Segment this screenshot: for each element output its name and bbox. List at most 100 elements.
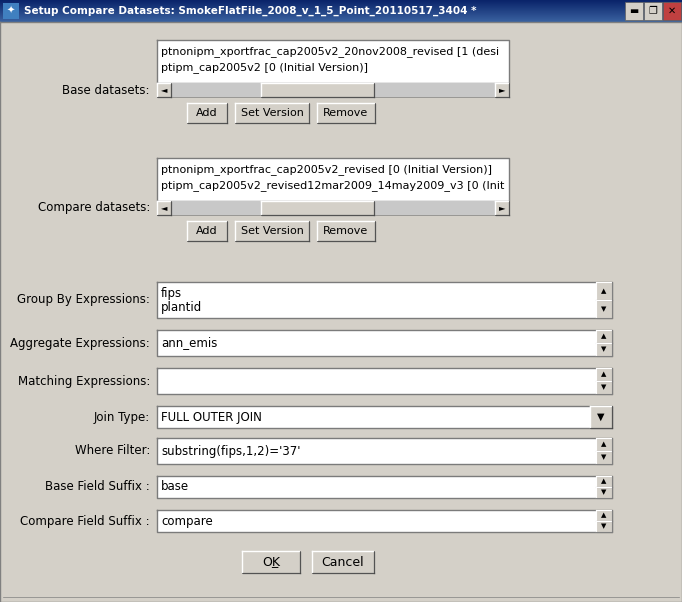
Bar (317, 103, 375, 123)
Text: ▼: ▼ (602, 347, 607, 353)
Bar (596, 521, 612, 532)
Text: fips: fips (161, 287, 182, 300)
Text: Set Version: Set Version (241, 226, 303, 236)
Text: Join Type:: Join Type: (93, 411, 150, 423)
Bar (0, 14, 682, 15)
Bar (596, 330, 612, 343)
Bar (157, 476, 612, 498)
Bar (171, 201, 495, 215)
Text: ptnonipm_xportfrac_cap2005v2_20nov2008_revised [1 (desi: ptnonipm_xportfrac_cap2005v2_20nov2008_r… (161, 46, 499, 57)
Text: ptnonipm_xportfrac_cap2005v2_revised [0 (Initial Version)]: ptnonipm_xportfrac_cap2005v2_revised [0 … (161, 164, 492, 175)
Bar (663, 2, 681, 20)
Bar (157, 510, 612, 532)
Text: base: base (161, 480, 189, 494)
Text: OK: OK (262, 556, 280, 568)
Bar (0, 12, 682, 13)
Text: Remove: Remove (323, 226, 369, 236)
Bar (157, 406, 612, 428)
Text: ▬: ▬ (629, 6, 638, 16)
Bar (495, 201, 509, 215)
Text: ▲: ▲ (602, 288, 607, 294)
Text: Set Version: Set Version (241, 108, 303, 118)
Bar (157, 83, 171, 97)
Bar (596, 451, 612, 464)
Text: ▲: ▲ (602, 479, 607, 485)
Text: ▲: ▲ (602, 512, 607, 518)
Text: Where Filter:: Where Filter: (74, 444, 150, 458)
Text: Add: Add (196, 108, 218, 118)
Bar (596, 381, 612, 394)
Bar (157, 158, 509, 201)
Text: ann_emis: ann_emis (161, 337, 218, 350)
Bar (0, 13, 682, 14)
Bar (596, 510, 612, 521)
Text: ▲: ▲ (602, 371, 607, 377)
Bar (187, 221, 227, 241)
Text: ▼: ▼ (602, 385, 607, 391)
Bar (596, 438, 612, 451)
Text: ▼: ▼ (602, 306, 607, 312)
Bar (0, 11, 682, 12)
Text: ❐: ❐ (649, 6, 657, 16)
Bar (0, 1, 682, 2)
Bar (0, 3, 682, 4)
Text: Remove: Remove (323, 108, 369, 118)
Bar (0, 5, 682, 6)
Text: Add: Add (196, 226, 218, 236)
Text: compare: compare (161, 515, 213, 527)
Text: ▼: ▼ (602, 524, 607, 530)
Bar (0, 18, 682, 19)
Text: ▲: ▲ (602, 334, 607, 340)
Bar (596, 300, 612, 318)
Bar (157, 330, 612, 356)
Bar (261, 201, 374, 215)
Text: Group By Expressions:: Group By Expressions: (17, 294, 150, 306)
Text: Compare Field Suffix :: Compare Field Suffix : (20, 515, 150, 527)
Bar (0, 19, 682, 20)
Bar (242, 551, 300, 573)
Bar (0, 21, 682, 22)
Bar (0, 2, 682, 3)
Bar (157, 83, 509, 97)
Text: ◄: ◄ (161, 203, 167, 213)
Text: ✦: ✦ (7, 6, 15, 16)
Bar (157, 201, 171, 215)
Bar (596, 343, 612, 356)
Bar (0, 7, 682, 8)
Bar (157, 282, 612, 318)
Bar (157, 201, 509, 215)
Bar (625, 2, 643, 20)
Bar (187, 103, 227, 123)
Bar (596, 282, 612, 300)
Bar (261, 83, 374, 97)
Bar (0, 16, 682, 17)
Text: ▼: ▼ (602, 489, 607, 495)
Bar (317, 221, 375, 241)
Text: Matching Expressions:: Matching Expressions: (18, 374, 150, 388)
Text: ✕: ✕ (668, 6, 676, 16)
Bar (0, 20, 682, 21)
Bar (157, 40, 509, 83)
Text: FULL OUTER JOIN: FULL OUTER JOIN (161, 411, 262, 423)
Bar (0, 15, 682, 16)
Bar (312, 551, 374, 573)
Bar (0, 17, 682, 18)
Text: Base datasets:: Base datasets: (63, 84, 150, 96)
Bar (596, 476, 612, 487)
Bar (235, 103, 309, 123)
Bar (0, 4, 682, 5)
Text: Aggregate Expressions:: Aggregate Expressions: (10, 337, 150, 350)
Bar (171, 83, 495, 97)
Bar (590, 406, 612, 428)
Bar (0, 6, 682, 7)
Bar (157, 438, 612, 464)
Text: Compare datasets:: Compare datasets: (38, 202, 150, 214)
Bar (596, 368, 612, 381)
Bar (0, 10, 682, 11)
Text: ptipm_cap2005v2 [0 (Initial Version)]: ptipm_cap2005v2 [0 (Initial Version)] (161, 63, 368, 73)
Text: ▼: ▼ (597, 412, 605, 422)
Text: ▼: ▼ (602, 455, 607, 461)
Bar (235, 221, 309, 241)
Bar (596, 487, 612, 498)
Text: ▲: ▲ (602, 441, 607, 447)
